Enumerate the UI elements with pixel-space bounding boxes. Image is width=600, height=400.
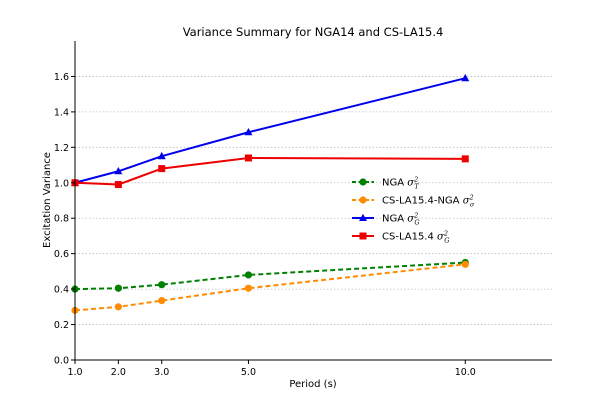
y-tick-label: 1.0 bbox=[54, 178, 69, 189]
grid-layer bbox=[75, 76, 552, 325]
y-axis-label: Excitation Variance bbox=[42, 152, 53, 248]
chart-title: Variance Summary for NGA14 and CS-LA15.4 bbox=[183, 25, 444, 39]
y-tick-label: 0.6 bbox=[54, 249, 69, 260]
legend-item: NGA σ2 T bbox=[352, 176, 419, 191]
data-point bbox=[114, 284, 122, 292]
data-point bbox=[244, 271, 253, 279]
y-tick-label: 0.8 bbox=[54, 214, 69, 225]
legend: NGA σ2 T CS-LA15.4-NGA σ2 σ NGA σ2 G CS-LA15.4… bbox=[352, 176, 475, 245]
legend-marker bbox=[359, 196, 367, 204]
legend-label: CS-LA15.4 σ2 G bbox=[382, 230, 449, 245]
data-point bbox=[244, 284, 253, 292]
legend-marker bbox=[359, 232, 367, 240]
y-tick-label: 0.0 bbox=[54, 356, 69, 367]
axes-layer bbox=[74, 41, 552, 361]
data-point bbox=[114, 303, 122, 311]
x-tick-label: 5.0 bbox=[241, 367, 256, 378]
tick-layer: 0.0 0.2 0.4 0.6 0.8 1.0 1.2 1.4 1.6 1.0 2.0 3.0 5.0 1… bbox=[54, 72, 476, 378]
series-line bbox=[74, 77, 466, 184]
series-nga-t-0 bbox=[71, 258, 469, 293]
data-point bbox=[114, 181, 122, 189]
legend-label: NGA σ2 G bbox=[382, 212, 420, 227]
series-nga-g-2 bbox=[71, 73, 470, 186]
x-tick-label: 2.0 bbox=[111, 367, 126, 378]
y-tick-label: 1.6 bbox=[54, 72, 69, 83]
data-point bbox=[244, 127, 253, 136]
data-point bbox=[158, 165, 166, 173]
y-tick-label: 0.4 bbox=[54, 285, 69, 296]
data-point bbox=[158, 297, 166, 305]
legend-label: CS-LA15.4-NGA σ2 σ bbox=[382, 194, 475, 209]
data-point bbox=[157, 151, 166, 160]
y-tick-label: 1.4 bbox=[54, 107, 69, 118]
x-tick-label: 10.0 bbox=[455, 367, 476, 378]
x-axis-label: Period (s) bbox=[289, 379, 336, 390]
legend-label: NGA σ2 T bbox=[382, 176, 419, 191]
x-tick-label: 3.0 bbox=[154, 367, 169, 378]
data-point bbox=[461, 155, 469, 163]
legend-item: CS-LA15.4 σ2 G bbox=[352, 230, 449, 245]
series-line bbox=[74, 261, 466, 291]
y-tick-label: 0.2 bbox=[54, 320, 69, 331]
data-point bbox=[158, 281, 166, 289]
series-cs-la15-4-nga--1 bbox=[71, 260, 469, 314]
data-point bbox=[461, 260, 469, 268]
data-point bbox=[244, 154, 252, 162]
x-tick-label: 1.0 bbox=[67, 367, 82, 378]
legend-item: CS-LA15.4-NGA σ2 σ bbox=[352, 194, 475, 209]
legend-item: NGA σ2 G bbox=[352, 212, 420, 227]
legend-marker bbox=[359, 213, 367, 221]
data-point bbox=[461, 73, 470, 82]
series-layer bbox=[71, 73, 470, 314]
y-tick-label: 1.2 bbox=[54, 143, 69, 154]
legend-marker bbox=[359, 178, 367, 186]
data-point bbox=[114, 166, 123, 175]
